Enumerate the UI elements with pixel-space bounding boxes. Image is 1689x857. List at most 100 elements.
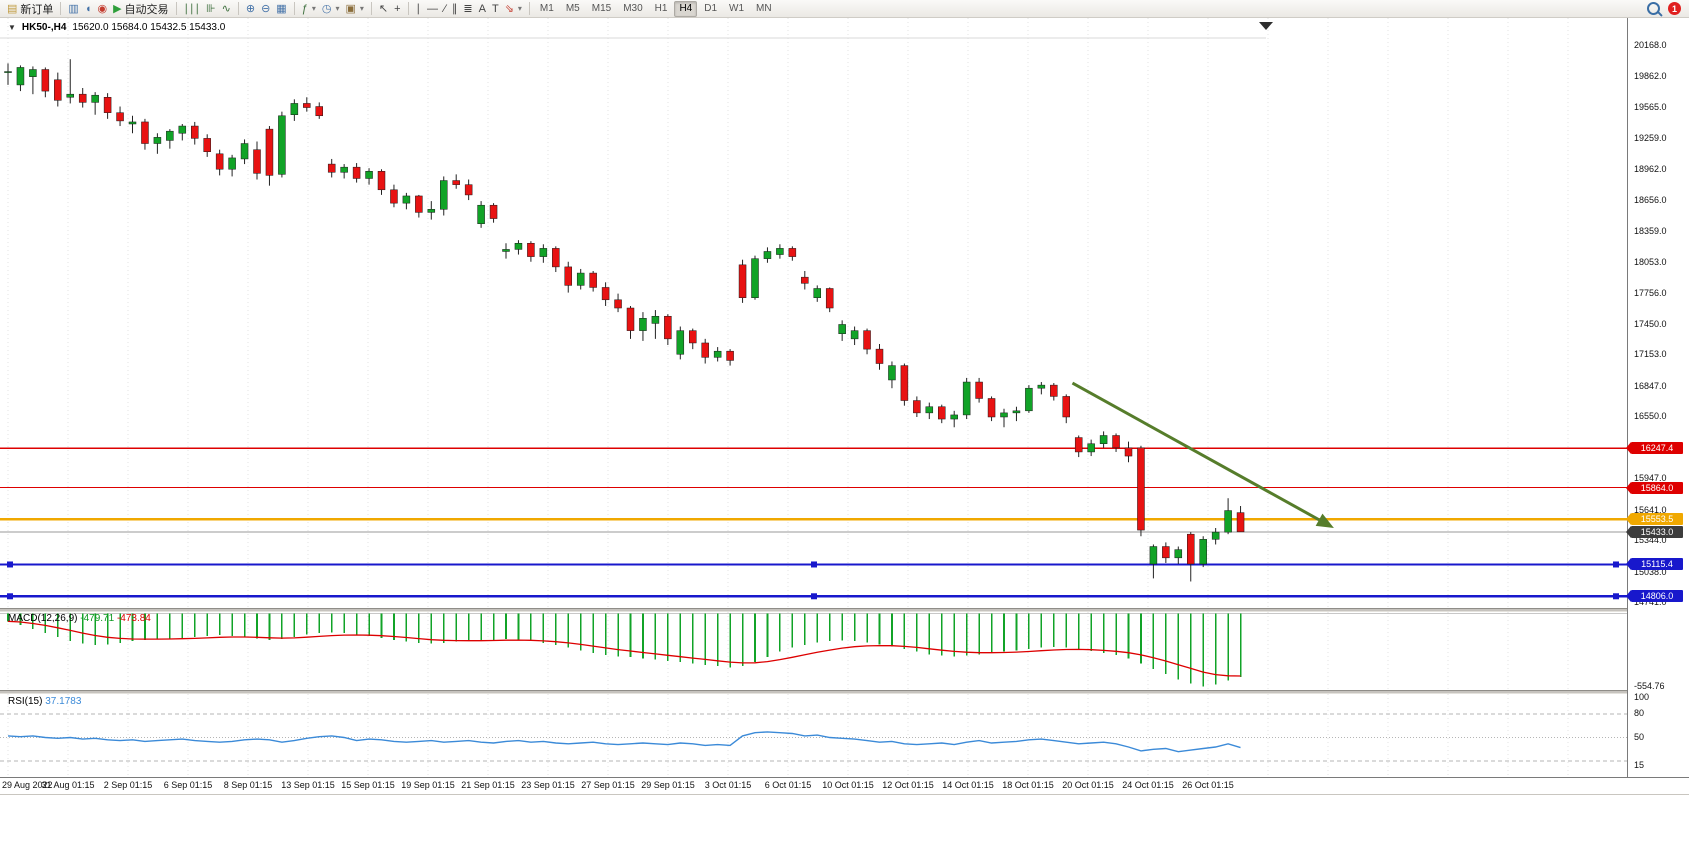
trendline-button[interactable]: ∕ [441, 1, 449, 17]
hline-handle[interactable] [1613, 561, 1619, 568]
price-axis-label: 16847.0 [1634, 380, 1667, 391]
zoom-out-button[interactable]: ⊖ [258, 1, 273, 17]
rsi-axis-label: 15 [1634, 759, 1645, 770]
macd-label: MACD(12,26,9) -479.71 -473.84 [8, 613, 151, 624]
macd-name: MACD(12,26,9) [8, 613, 78, 624]
autotrade-button[interactable]: ▶ 自动交易 [110, 1, 171, 17]
template-icon: ▣ [345, 2, 356, 15]
time-axis-label: 26 Oct 01:15 [1182, 780, 1234, 790]
crosshair-button[interactable]: + [391, 1, 403, 17]
horizontal-line-icon: ― [427, 2, 439, 15]
candlestick-chart-button[interactable]: ⊪ [203, 1, 219, 17]
timeframe-button-M15[interactable]: M15 [591, 2, 612, 14]
timeframe-button-H4[interactable]: H4 [674, 0, 698, 17]
chevron-down-icon: ▾ [359, 4, 364, 13]
rsi-splitter[interactable] [0, 690, 1689, 694]
time-axis-label: 6 Sep 01:15 [163, 780, 213, 790]
label-button[interactable]: T [489, 1, 502, 17]
fibonacci-button[interactable]: ≣ [460, 1, 475, 17]
time-axis-label: 3 Oct 01:15 [704, 780, 752, 790]
cursor-button[interactable]: ↖ [376, 1, 391, 17]
text-button[interactable]: A [476, 1, 489, 17]
timeframe-button-W1[interactable]: W1 [729, 2, 745, 14]
zoom-in-button[interactable]: ⊕ [243, 1, 258, 17]
notification-badge[interactable]: 1 [1668, 2, 1681, 15]
data-window-button[interactable]: ◖ [82, 1, 95, 17]
fibonacci-icon: ≣ [463, 2, 473, 15]
trendline-icon: ∕ [444, 2, 446, 15]
vertical-line-button[interactable]: ∣ [413, 1, 425, 17]
chart-shift-marker[interactable] [1259, 22, 1273, 30]
time-axis-label: 29 Sep 01:15 [641, 780, 695, 790]
toolbar-separator [407, 2, 409, 15]
periods-button[interactable]: ◷ ▾ [319, 1, 343, 17]
toolbar-separator [175, 2, 177, 15]
time-axis-label: 29 Aug 2022 [2, 780, 53, 790]
price-chart-canvas[interactable] [0, 18, 1627, 608]
indicators-button[interactable]: ƒ ▾ [299, 1, 319, 17]
timeframe-button-M30[interactable]: M30 [623, 2, 643, 14]
price-axis[interactable]: 20168.0 19862.0 19565.0 19259.0 18962.0 18656… [1626, 18, 1689, 777]
one-click-collapse-icon[interactable]: ▼ [8, 23, 16, 32]
time-axis-label: 14 Oct 01:15 [942, 780, 994, 790]
search-icon[interactable] [1647, 2, 1660, 15]
price-axis-label: 18359.0 [1634, 225, 1667, 236]
price-axis-label: 18962.0 [1634, 163, 1667, 174]
time-axis-label: 2 Sep 01:15 [103, 780, 153, 790]
time-axis-label: 13 Sep 01:15 [281, 780, 335, 790]
price-level-box: 16247.4 [1626, 442, 1683, 455]
rsi-axis-label: 100 [1634, 692, 1650, 703]
bar-chart-icon: ∣∣∣ [183, 2, 201, 15]
price-axis-label: 19565.0 [1634, 101, 1667, 112]
hline-handle[interactable] [7, 593, 13, 600]
vertical-line-icon: ∣ [415, 2, 422, 15]
trend-arrow[interactable] [1315, 513, 1334, 529]
hline-handle[interactable] [811, 561, 817, 568]
macd-axis-label: -554.76 [1634, 681, 1665, 692]
time-axis-label: 24 Oct 01:15 [1122, 780, 1174, 790]
time-axis-label: 12 Oct 01:15 [882, 780, 934, 790]
price-axis-label: 19259.0 [1634, 132, 1667, 143]
time-axis-label: 6 Oct 01:15 [764, 780, 812, 790]
market-watch-button[interactable]: ▥ [65, 1, 81, 17]
zoom-out-icon: ⊖ [261, 2, 271, 15]
arrows-button[interactable]: ⇘ ▾ [502, 1, 525, 17]
price-level-box: 15115.4 [1626, 558, 1683, 571]
hline-handle[interactable] [811, 593, 817, 600]
chart-title: ▼ HK50-,H4 15620.0 15684.0 15432.5 15433… [8, 22, 225, 33]
new-order-button[interactable]: ▤ 新订单 [4, 1, 56, 17]
timeframe-button-M1[interactable]: M1 [539, 2, 554, 14]
horizontal-line-button[interactable]: ― [424, 1, 441, 17]
hline-handle[interactable] [7, 561, 13, 568]
crosshair-icon: + [394, 2, 401, 15]
price-level-box: 15553.5 [1626, 513, 1683, 526]
rsi-axis-label: 50 [1634, 731, 1645, 742]
macd-splitter[interactable] [0, 608, 1689, 612]
rsi-panel-canvas[interactable] [0, 694, 1627, 777]
bottom-border [0, 794, 1689, 795]
timeframe-button-MN[interactable]: MN [756, 2, 772, 14]
new-order-icon: ▤ [7, 2, 18, 15]
timeframe-button-D1[interactable]: D1 [704, 2, 718, 14]
price-axis-label: 17756.0 [1634, 287, 1667, 298]
rsi-name: RSI(15) [8, 696, 43, 707]
bar-chart-button[interactable]: ∣∣∣ [181, 1, 204, 17]
time-axis-label: 18 Oct 01:15 [1002, 780, 1054, 790]
price-axis-label: 15038.0 [1634, 566, 1667, 577]
toolbar-separator [60, 2, 62, 15]
channel-button[interactable]: ∥ [449, 1, 461, 17]
text-icon: A [478, 2, 486, 15]
chevron-down-icon: ▾ [335, 4, 340, 13]
line-chart-button[interactable]: ∿ [219, 1, 234, 17]
templates-button[interactable]: ▣ ▾ [342, 1, 366, 17]
current-price-box: 15433.0 [1626, 525, 1683, 538]
price-axis-label: 15641.0 [1634, 504, 1667, 515]
navigator-button[interactable]: ◉ [94, 1, 110, 17]
hline-handle[interactable] [1613, 593, 1619, 600]
rsi-value: 37.1783 [45, 696, 82, 707]
time-axis[interactable]: 29 Aug 2022 31 Aug 01:15 2 Sep 01:15 6 Sep … [0, 780, 1627, 793]
timeframe-button-M5[interactable]: M5 [565, 2, 580, 14]
macd-panel-canvas[interactable] [0, 612, 1627, 690]
tile-windows-button[interactable]: ▦ [273, 1, 289, 17]
timeframe-button-H1[interactable]: H1 [654, 2, 668, 14]
